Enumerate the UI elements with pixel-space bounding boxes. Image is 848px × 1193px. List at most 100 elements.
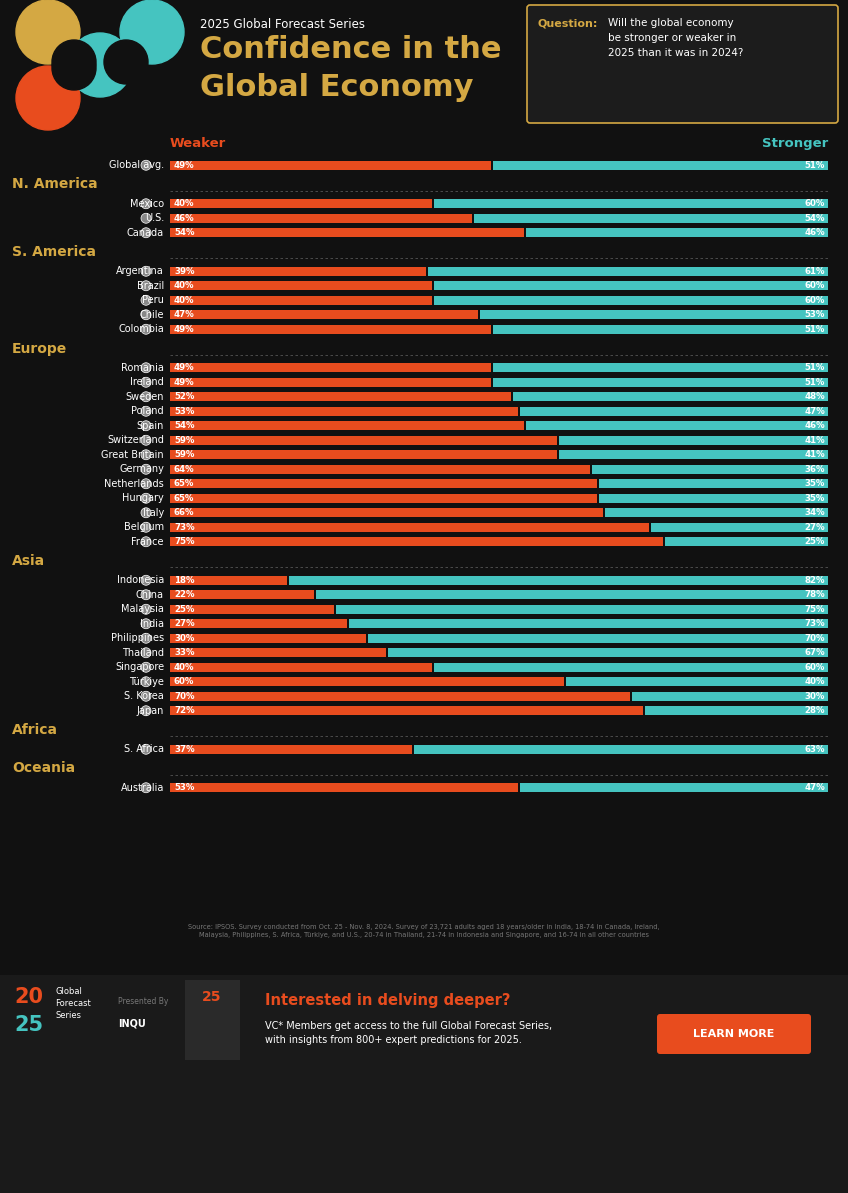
Text: 65%: 65% bbox=[174, 494, 194, 502]
Bar bbox=[170, 523, 650, 532]
Text: 52%: 52% bbox=[174, 392, 194, 401]
Text: 25%: 25% bbox=[805, 537, 825, 546]
Circle shape bbox=[141, 691, 151, 701]
Bar bbox=[315, 591, 828, 599]
Bar bbox=[170, 480, 597, 488]
Bar bbox=[170, 508, 603, 518]
Circle shape bbox=[141, 214, 151, 223]
Text: 54%: 54% bbox=[174, 228, 194, 237]
Text: Great Britain: Great Britain bbox=[102, 450, 164, 459]
Text: 59%: 59% bbox=[174, 435, 194, 445]
Text: 63%: 63% bbox=[805, 744, 825, 754]
Text: 49%: 49% bbox=[174, 378, 195, 387]
Bar bbox=[170, 591, 314, 599]
Text: 54%: 54% bbox=[805, 214, 825, 223]
Circle shape bbox=[141, 310, 151, 320]
Text: 48%: 48% bbox=[805, 392, 825, 401]
Bar bbox=[170, 214, 471, 223]
Bar bbox=[170, 619, 347, 629]
Text: Thailand: Thailand bbox=[122, 648, 164, 657]
Text: Indonesia: Indonesia bbox=[117, 575, 164, 586]
Bar bbox=[170, 407, 518, 415]
Text: Interested in delving deeper?: Interested in delving deeper? bbox=[265, 993, 510, 1008]
Bar bbox=[427, 267, 828, 276]
Circle shape bbox=[141, 324, 151, 334]
Text: Netherlands: Netherlands bbox=[104, 478, 164, 489]
Bar bbox=[170, 324, 492, 334]
Text: 25%: 25% bbox=[174, 605, 194, 613]
FancyBboxPatch shape bbox=[527, 5, 838, 123]
Circle shape bbox=[141, 295, 151, 305]
Circle shape bbox=[141, 160, 151, 171]
Bar bbox=[494, 324, 828, 334]
Bar bbox=[559, 450, 828, 459]
Text: Argentina: Argentina bbox=[116, 266, 164, 277]
Text: 64%: 64% bbox=[174, 465, 195, 474]
Text: INQU: INQU bbox=[118, 1019, 146, 1030]
Bar bbox=[336, 605, 828, 613]
Circle shape bbox=[141, 619, 151, 629]
Text: 60%: 60% bbox=[805, 663, 825, 672]
Text: 30%: 30% bbox=[805, 692, 825, 700]
Circle shape bbox=[141, 266, 151, 277]
Text: 27%: 27% bbox=[174, 619, 195, 629]
Bar bbox=[520, 784, 828, 792]
Circle shape bbox=[141, 676, 151, 687]
Bar bbox=[170, 392, 511, 401]
Text: 75%: 75% bbox=[174, 537, 194, 546]
Text: 60%: 60% bbox=[805, 282, 825, 290]
Text: Malaysia: Malaysia bbox=[121, 604, 164, 614]
Text: 67%: 67% bbox=[805, 648, 825, 657]
Bar bbox=[170, 267, 426, 276]
Text: Belgium: Belgium bbox=[124, 523, 164, 532]
Circle shape bbox=[141, 523, 151, 532]
Circle shape bbox=[141, 377, 151, 388]
Bar bbox=[170, 692, 629, 700]
Text: Europe: Europe bbox=[12, 341, 67, 356]
Text: 51%: 51% bbox=[805, 324, 825, 334]
Bar bbox=[651, 523, 828, 532]
Text: S. Korea: S. Korea bbox=[125, 691, 164, 701]
Text: 73%: 73% bbox=[174, 523, 195, 532]
Text: Spain: Spain bbox=[137, 421, 164, 431]
Text: 47%: 47% bbox=[174, 310, 195, 320]
Text: 60%: 60% bbox=[805, 296, 825, 304]
Text: Africa: Africa bbox=[12, 723, 58, 737]
Circle shape bbox=[141, 706, 151, 716]
Bar bbox=[434, 296, 828, 304]
Text: 2025 Global Forecast Series: 2025 Global Forecast Series bbox=[200, 18, 365, 31]
Bar bbox=[170, 605, 333, 613]
Text: 46%: 46% bbox=[805, 421, 825, 431]
Text: 37%: 37% bbox=[174, 744, 195, 754]
Text: 40%: 40% bbox=[174, 199, 194, 209]
Bar bbox=[170, 663, 432, 672]
Circle shape bbox=[141, 783, 151, 793]
Text: 60%: 60% bbox=[805, 199, 825, 209]
Text: 70%: 70% bbox=[805, 633, 825, 643]
Text: Oceania: Oceania bbox=[12, 761, 75, 775]
Text: China: China bbox=[136, 589, 164, 600]
Bar bbox=[480, 310, 828, 320]
Bar bbox=[170, 744, 412, 754]
Text: Australia: Australia bbox=[120, 783, 164, 793]
Text: 66%: 66% bbox=[174, 508, 194, 518]
Bar bbox=[170, 296, 432, 304]
Text: S. Africa: S. Africa bbox=[124, 744, 164, 754]
Circle shape bbox=[141, 633, 151, 643]
Text: 34%: 34% bbox=[805, 508, 825, 518]
Bar bbox=[170, 706, 643, 716]
Text: Germany: Germany bbox=[119, 464, 164, 475]
Bar bbox=[170, 363, 492, 372]
Text: Ireland: Ireland bbox=[131, 377, 164, 388]
Text: Singapore: Singapore bbox=[114, 662, 164, 672]
Text: 40%: 40% bbox=[174, 296, 194, 304]
Circle shape bbox=[141, 508, 151, 518]
Bar bbox=[170, 648, 386, 657]
Text: Asia: Asia bbox=[12, 554, 45, 568]
Bar bbox=[170, 678, 564, 686]
Text: 27%: 27% bbox=[805, 523, 825, 532]
Bar bbox=[559, 435, 828, 445]
Circle shape bbox=[141, 280, 151, 291]
Text: Source: IPSOS. Survey conducted from Oct. 25 - Nov. 8, 2024. Survey of 23,721 ad: Source: IPSOS. Survey conducted from Oct… bbox=[188, 925, 660, 939]
Text: LEARN MORE: LEARN MORE bbox=[694, 1030, 775, 1039]
